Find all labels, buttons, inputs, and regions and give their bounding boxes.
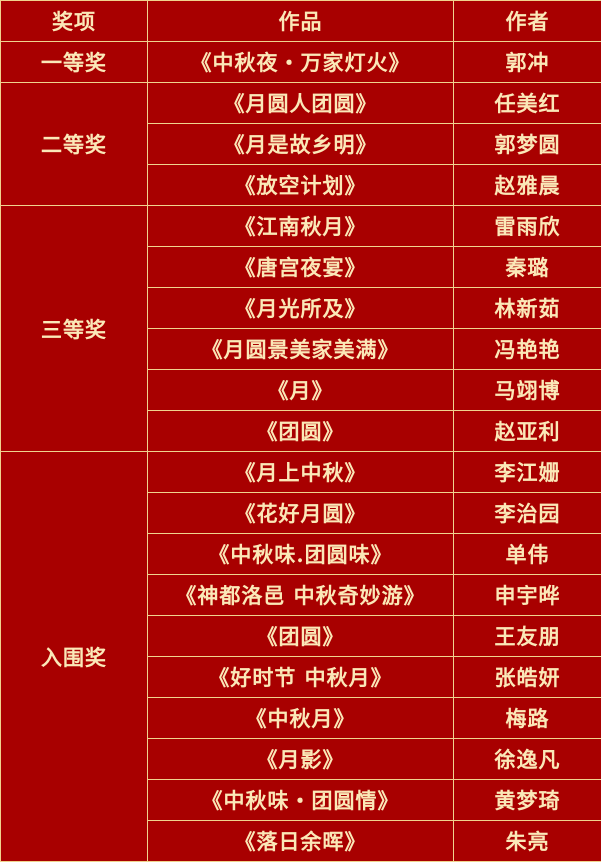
table-row: 《团圆》 赵亚利 bbox=[1, 410, 601, 452]
award-cell: 三等奖 bbox=[0, 205, 148, 452]
author-cell: 单伟 bbox=[453, 533, 601, 575]
author-cell: 秦璐 bbox=[453, 246, 601, 288]
author-cell: 郭冲 bbox=[453, 41, 601, 83]
author-cell: 朱亮 bbox=[453, 820, 601, 862]
work-cell: 《好时节 中秋月》 bbox=[147, 656, 454, 698]
award-cell: 入围奖 bbox=[0, 451, 148, 862]
table-row: 《花好月圆》 李治园 bbox=[1, 492, 601, 534]
table-row: 《中秋味.团圆味》 单伟 bbox=[1, 533, 601, 575]
table-row: 《月是故乡明》 郭梦圆 bbox=[1, 123, 601, 165]
author-cell: 赵亚利 bbox=[453, 410, 601, 452]
award-cell: 一等奖 bbox=[0, 41, 148, 83]
author-cell: 梅路 bbox=[453, 697, 601, 739]
award-cell: 二等奖 bbox=[0, 82, 148, 206]
work-cell: 《月上中秋》 bbox=[147, 451, 454, 493]
author-cell: 赵雅晨 bbox=[453, 164, 601, 206]
table-row: 《中秋月》 梅路 bbox=[1, 697, 601, 739]
table-row: 一等奖 《中秋夜・万家灯火》 郭冲 bbox=[0, 41, 601, 83]
author-cell: 张皓妍 bbox=[453, 656, 601, 698]
author-cell: 郭梦圆 bbox=[453, 123, 601, 165]
work-cell: 《中秋味・团圆情》 bbox=[147, 779, 454, 821]
table-row: 《落日余晖》 朱亮 bbox=[1, 820, 601, 862]
work-cell: 《团圆》 bbox=[147, 615, 454, 657]
table-row: 《月》 马翊博 bbox=[1, 369, 601, 411]
author-cell: 林新茹 bbox=[453, 287, 601, 329]
header-work: 作品 bbox=[147, 0, 454, 42]
author-cell: 黄梦琦 bbox=[453, 779, 601, 821]
table-row: 入围奖 《月上中秋》 李江姗 bbox=[0, 451, 601, 862]
work-cell: 《神都洛邑 中秋奇妙游》 bbox=[147, 574, 454, 616]
author-cell: 李江姗 bbox=[453, 451, 601, 493]
work-cell: 《中秋味.团圆味》 bbox=[147, 533, 454, 575]
author-cell: 徐逸凡 bbox=[453, 738, 601, 780]
work-cell: 《月圆景美家美满》 bbox=[147, 328, 454, 370]
table-row: 《月圆景美家美满》 冯艳艳 bbox=[1, 328, 601, 370]
author-cell: 冯艳艳 bbox=[453, 328, 601, 370]
author-cell: 申宇晔 bbox=[453, 574, 601, 616]
author-cell: 王友朋 bbox=[453, 615, 601, 657]
work-cell: 《月圆人团圆》 bbox=[147, 82, 454, 124]
work-cell: 《月光所及》 bbox=[147, 287, 454, 329]
work-cell: 《月是故乡明》 bbox=[147, 123, 454, 165]
table-row: 《团圆》 王友朋 bbox=[1, 615, 601, 657]
author-cell: 任美红 bbox=[453, 82, 601, 124]
author-cell: 马翊博 bbox=[453, 369, 601, 411]
work-cell: 《江南秋月》 bbox=[147, 205, 454, 247]
work-cell: 《唐宫夜宴》 bbox=[147, 246, 454, 288]
table-row: 三等奖 《江南秋月》 雷雨欣 bbox=[0, 205, 601, 452]
table-row: 《神都洛邑 中秋奇妙游》 申宇晔 bbox=[1, 574, 601, 616]
work-cell: 《花好月圆》 bbox=[147, 492, 454, 534]
work-cell: 《中秋夜・万家灯火》 bbox=[147, 41, 454, 83]
table-row: 《月影》 徐逸凡 bbox=[1, 738, 601, 780]
work-cell: 《放空计划》 bbox=[147, 164, 454, 206]
author-cell: 李治园 bbox=[453, 492, 601, 534]
work-cell: 《落日余晖》 bbox=[147, 820, 454, 862]
work-cell: 《中秋月》 bbox=[147, 697, 454, 739]
table-row: 《好时节 中秋月》 张皓妍 bbox=[1, 656, 601, 698]
header-row: 奖项 作品 作者 bbox=[0, 0, 601, 42]
work-cell: 《月影》 bbox=[147, 738, 454, 780]
header-author: 作者 bbox=[453, 0, 601, 42]
header-award: 奖项 bbox=[0, 0, 148, 42]
work-cell: 《团圆》 bbox=[147, 410, 454, 452]
author-cell: 雷雨欣 bbox=[453, 205, 601, 247]
table-row: 二等奖 《月圆人团圆》 任美红 bbox=[0, 82, 601, 206]
work-cell: 《月》 bbox=[147, 369, 454, 411]
